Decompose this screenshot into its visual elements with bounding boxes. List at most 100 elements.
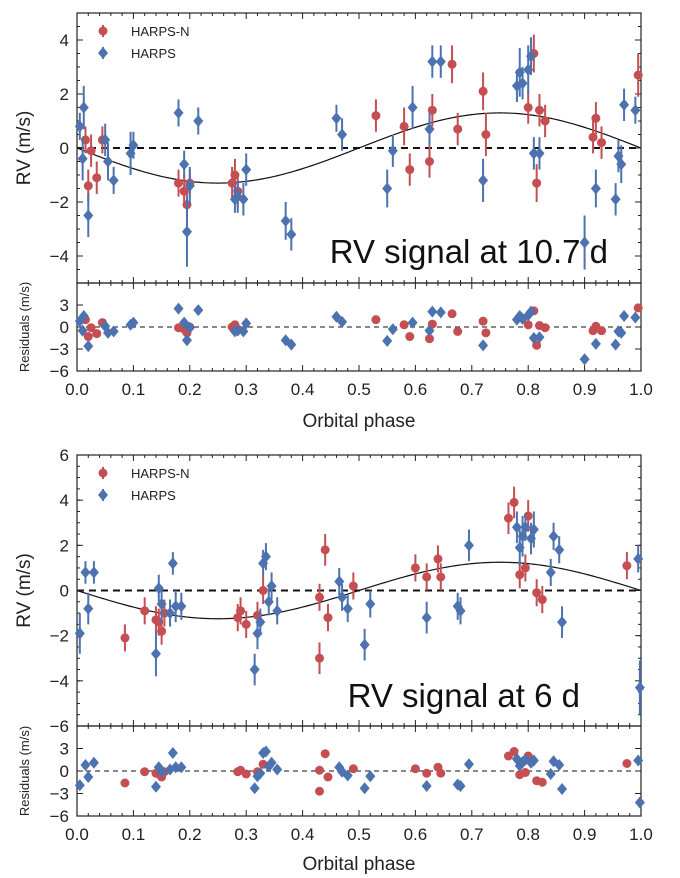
data-point — [447, 59, 457, 69]
residual-point — [337, 315, 348, 328]
residual-point — [342, 769, 353, 782]
data-point — [478, 174, 489, 187]
data-point — [619, 98, 630, 111]
y-tick-label: −6 — [50, 717, 69, 736]
data-point — [348, 581, 358, 591]
x-tick-label: 0.7 — [460, 825, 484, 844]
data-point — [331, 112, 342, 125]
residual-point — [410, 764, 420, 774]
residual-point — [140, 767, 150, 777]
residual-point — [610, 338, 621, 351]
data-point — [120, 633, 130, 643]
data-point — [633, 552, 644, 565]
data-point — [532, 178, 542, 188]
residual-point — [590, 337, 601, 350]
data-point — [128, 139, 139, 152]
residual-point — [447, 309, 457, 319]
data-point — [83, 209, 94, 222]
y-tick-label: 2 — [60, 85, 69, 104]
data-point — [382, 182, 393, 195]
residual-point — [266, 756, 277, 769]
residual-point — [427, 305, 438, 318]
residual-point — [455, 780, 466, 792]
x-tick-label: 0.5 — [347, 825, 371, 844]
residual-point — [77, 324, 88, 337]
x-tick-label: 0.4 — [291, 825, 315, 844]
residual-point — [176, 761, 187, 774]
data-point — [184, 179, 195, 192]
data-point — [509, 497, 519, 507]
data-point — [286, 228, 297, 241]
residual-y-tick-label: 0 — [60, 762, 69, 781]
residual-point — [630, 311, 641, 324]
residual-point — [365, 770, 376, 783]
data-point — [258, 586, 268, 595]
data-point — [557, 616, 568, 629]
data-point — [280, 214, 291, 227]
data-point — [597, 138, 607, 148]
data-point — [633, 70, 643, 80]
residual-point — [320, 749, 330, 759]
residual-point — [421, 780, 432, 792]
data-point — [407, 101, 418, 114]
residual-point — [74, 779, 85, 792]
residual-point — [436, 768, 446, 778]
residual-point — [78, 310, 89, 322]
data-point — [337, 591, 348, 604]
y-tick-label: −4 — [50, 247, 69, 266]
residual-point — [520, 768, 530, 777]
data-point — [241, 619, 251, 629]
data-point — [534, 105, 544, 115]
data-point — [83, 602, 94, 615]
data-point — [579, 236, 590, 249]
residual-point — [184, 321, 195, 334]
residual-point — [255, 767, 266, 780]
data-point — [387, 144, 398, 157]
residual-y-tick-label: −3 — [50, 785, 69, 804]
data-point — [241, 163, 252, 176]
data-point — [520, 521, 531, 534]
x-tick-label: 0.6 — [404, 380, 428, 399]
residual-point — [193, 304, 204, 317]
residual-point — [128, 316, 139, 329]
signal-annotation: RV signal at 10.7 d — [330, 233, 608, 270]
y-tick-label: 6 — [60, 446, 69, 465]
y-tick-label: 4 — [60, 31, 69, 50]
data-point — [266, 579, 277, 592]
data-point — [630, 104, 641, 117]
data-point — [150, 647, 161, 660]
data-point — [528, 523, 539, 536]
residual-point — [407, 316, 418, 329]
data-point — [173, 106, 184, 119]
residual-point — [453, 326, 463, 336]
residual-point — [120, 778, 130, 788]
residual-point — [286, 338, 297, 351]
data-point — [342, 602, 353, 615]
x-tick-label: 0.1 — [122, 380, 146, 399]
legend-label: HARPS-N — [131, 24, 190, 39]
residual-point — [272, 763, 283, 776]
residual-point — [387, 323, 398, 336]
x-axis-label: Orbital phase — [302, 854, 415, 875]
data-point — [88, 566, 99, 579]
data-point — [453, 124, 463, 134]
residual-y-axis-label: Residuals (m/s) — [17, 282, 32, 372]
y-tick-label: 0 — [60, 582, 69, 601]
residual-point — [463, 758, 474, 771]
data-point — [315, 592, 325, 602]
legend: HARPS-N HARPS — [98, 24, 190, 61]
residual-point — [537, 777, 547, 787]
residual-point — [315, 786, 325, 796]
data-point — [108, 174, 119, 187]
data-point — [616, 158, 627, 171]
data-point — [156, 598, 167, 611]
residual-point — [80, 759, 91, 771]
residual-point — [622, 759, 632, 768]
residual-y-axis-label: Residuals (m/s) — [17, 726, 32, 816]
legend-marker — [98, 47, 108, 59]
data-point — [92, 173, 102, 183]
residual-point — [170, 761, 181, 774]
residual-point — [315, 765, 325, 775]
data-point — [83, 181, 93, 191]
x-tick-label: 0.3 — [234, 380, 258, 399]
